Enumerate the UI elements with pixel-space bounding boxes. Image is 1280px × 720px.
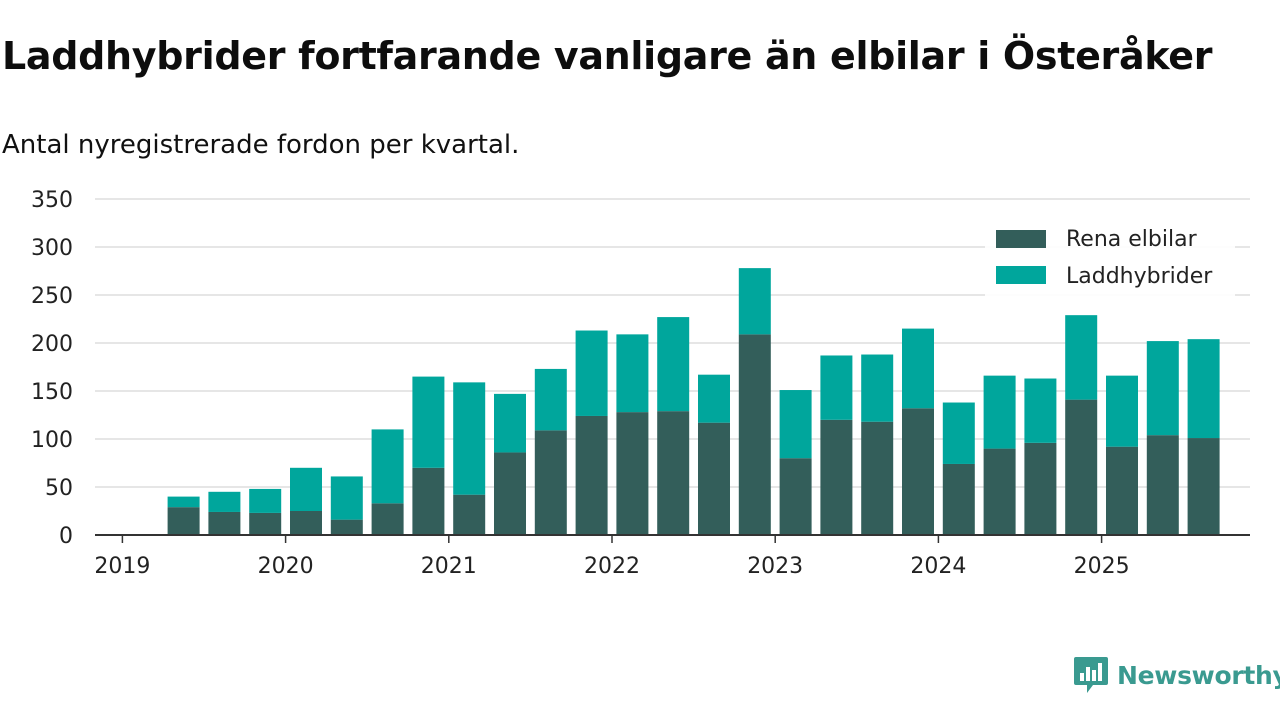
bar-laddhybrid: [983, 375, 1016, 449]
bar-laddhybrid: [167, 496, 200, 508]
y-tick-label: 200: [31, 332, 73, 357]
bar-laddhybrid: [902, 328, 934, 409]
bar-laddhybrid: [942, 402, 975, 464]
bar-elbil: [942, 463, 975, 535]
bar-elbil: [1187, 438, 1220, 535]
bar-elbil: [738, 334, 771, 535]
bar-laddhybrid: [453, 382, 486, 495]
x-tick-label: 2024: [910, 554, 966, 579]
chart-title: Laddhybrider fortfarande vanligare än el…: [2, 34, 1213, 78]
bar-elbil: [616, 412, 649, 535]
bar-laddhybrid: [1146, 341, 1179, 436]
y-tick-label: 150: [31, 380, 73, 405]
bar-elbil: [371, 503, 404, 535]
bar-elbil: [494, 452, 526, 535]
bar-laddhybrid: [290, 467, 322, 511]
bar-laddhybrid: [861, 354, 894, 422]
bar-laddhybrid: [1187, 339, 1220, 439]
legend-swatch-laddhybrid: [996, 266, 1046, 284]
x-tick-label: 2022: [584, 554, 640, 579]
bar-elbil: [167, 507, 200, 535]
chart-subtitle: Antal nyregistrerade fordon per kvartal.: [2, 130, 520, 160]
bar-laddhybrid: [371, 429, 404, 504]
bar-elbil: [1146, 435, 1179, 535]
y-tick-label: 0: [59, 524, 73, 549]
bar-elbil: [657, 411, 690, 535]
newsworthy-logo: Newsworthy: [1073, 655, 1280, 695]
x-tick-label: 2025: [1074, 554, 1130, 579]
bar-laddhybrid: [616, 334, 649, 413]
brand-name: Newsworthy: [1117, 660, 1280, 690]
bars: [167, 268, 1220, 535]
bar-elbil: [1065, 399, 1098, 535]
x-tick-label: 2019: [94, 554, 150, 579]
bar-elbil: [1106, 446, 1138, 535]
legend-label-laddhybrid: Laddhybrider: [1066, 264, 1213, 289]
y-tick-label: 250: [31, 284, 73, 309]
bar-elbil: [1024, 442, 1057, 535]
bar-laddhybrid: [1065, 315, 1098, 400]
y-tick-labels: 0 50 100 150 200 250 300 350: [31, 188, 73, 549]
x-tick-labels: 2019 2020 2021 2022 2023 2024 2025: [94, 535, 1130, 579]
bar-laddhybrid: [738, 268, 771, 335]
bar-laddhybrid: [657, 317, 690, 412]
bar-laddhybrid: [208, 491, 241, 512]
bar-laddhybrid: [330, 476, 363, 520]
x-tick-label: 2021: [421, 554, 477, 579]
x-tick-label: 2020: [258, 554, 314, 579]
bar-elbil: [453, 494, 486, 535]
bar-laddhybrid: [779, 390, 812, 459]
bar-laddhybrid: [1106, 375, 1138, 447]
bar-elbil: [208, 511, 241, 535]
legend-swatch-elbil: [996, 230, 1046, 248]
bar-laddhybrid: [412, 376, 445, 468]
bar-laddhybrid: [494, 393, 526, 453]
bar-laddhybrid: [698, 374, 730, 423]
bar-elbil: [820, 419, 853, 535]
bar-elbil: [412, 467, 445, 535]
bar-elbil: [534, 430, 567, 535]
bar-laddhybrid: [1024, 378, 1057, 443]
x-tick-label: 2023: [747, 554, 803, 579]
bar-elbil: [861, 421, 894, 535]
bar-elbil: [290, 511, 322, 535]
bar-elbil: [779, 458, 812, 535]
y-tick-label: 50: [45, 476, 73, 501]
bar-laddhybrid: [534, 368, 567, 431]
bar-elbil: [330, 519, 363, 535]
bar-elbil: [249, 512, 282, 535]
legend-label-elbil: Rena elbilar: [1066, 227, 1198, 252]
bar-elbil: [983, 448, 1016, 535]
bar-elbil: [902, 408, 934, 535]
legend: Rena elbilar Laddhybrider: [985, 218, 1235, 296]
bar-elbil: [698, 422, 730, 535]
y-tick-label: 300: [31, 236, 73, 261]
y-tick-label: 350: [31, 188, 73, 213]
newsworthy-logo-icon: [1074, 657, 1108, 693]
bar-laddhybrid: [249, 488, 282, 513]
bar-laddhybrid: [820, 355, 853, 420]
bar-laddhybrid: [575, 330, 608, 416]
y-tick-label: 100: [31, 428, 73, 453]
bar-elbil: [575, 415, 608, 535]
